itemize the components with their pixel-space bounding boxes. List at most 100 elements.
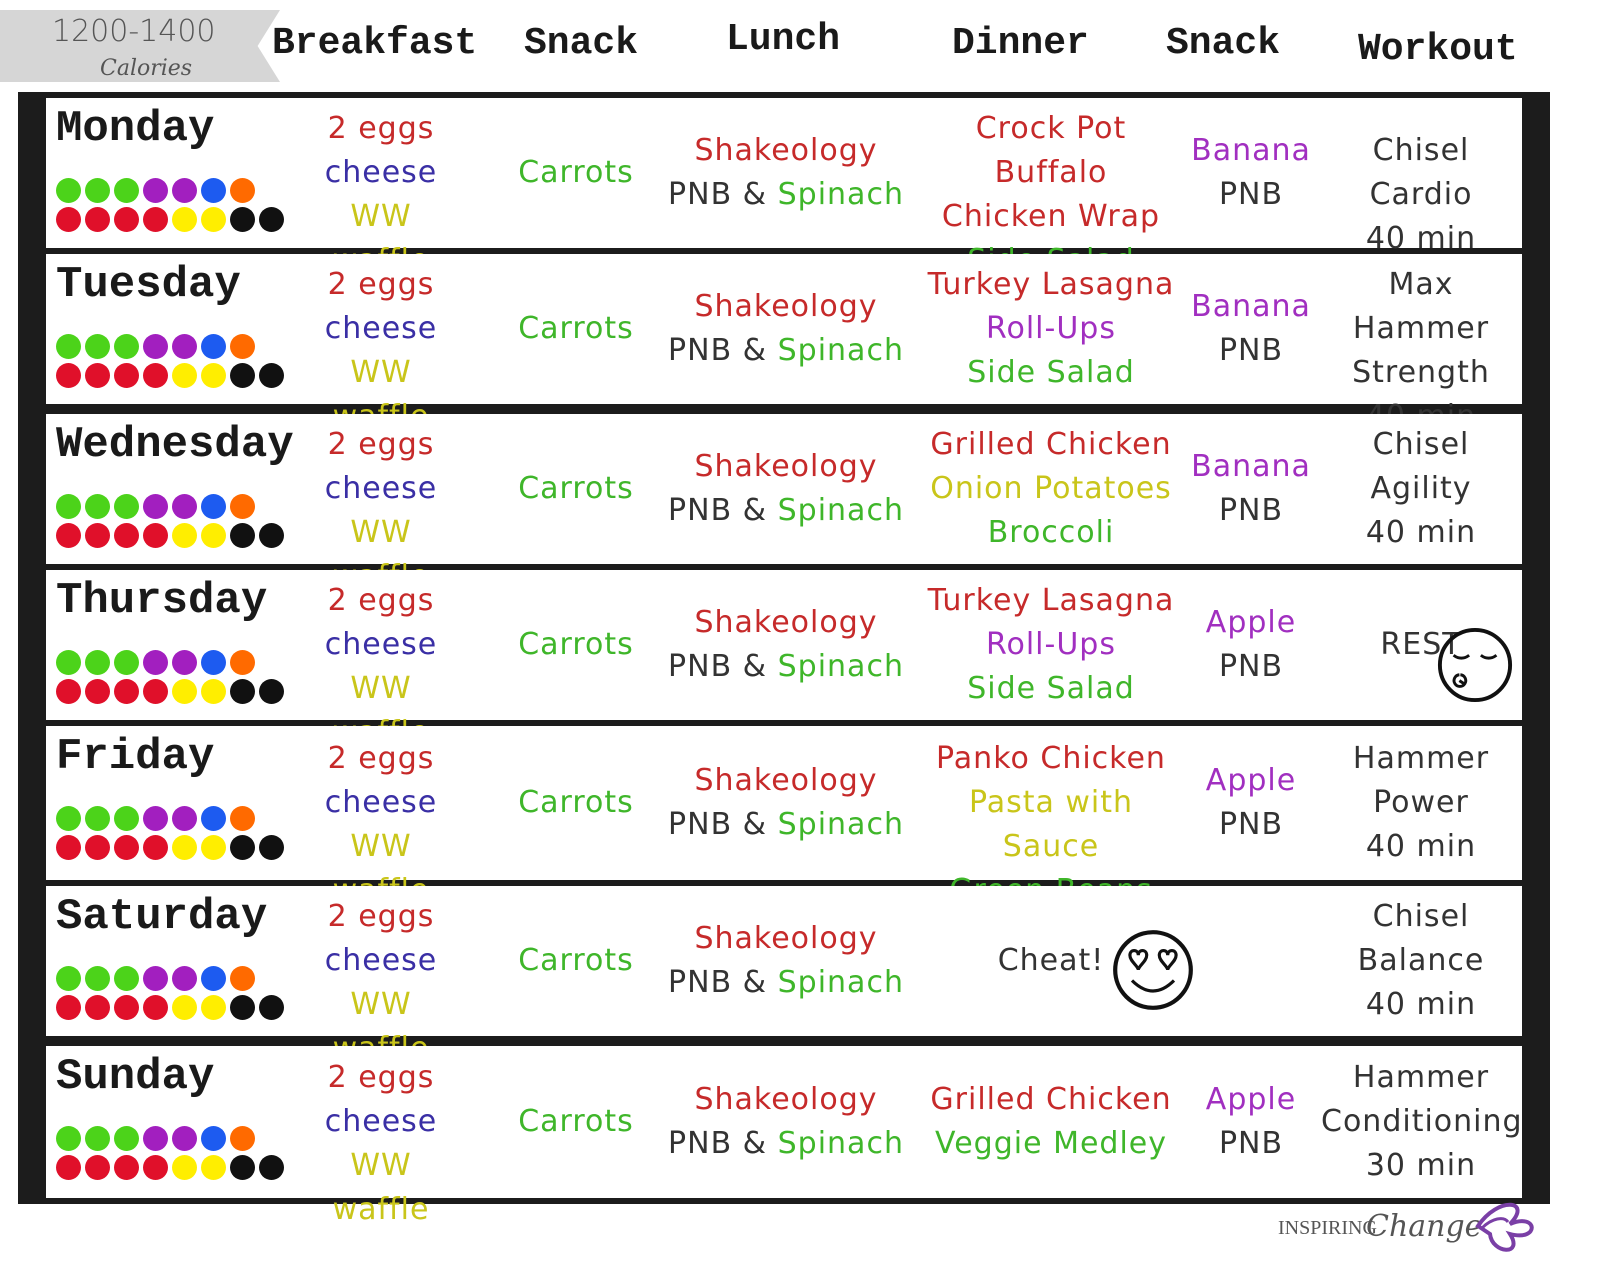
container-dot-yellow bbox=[172, 523, 197, 548]
dot-row bbox=[56, 494, 296, 519]
breakfast-cell-line: cheese bbox=[324, 1104, 438, 1139]
container-dot-black bbox=[259, 207, 284, 232]
dinner-cell-line: Broccoli bbox=[987, 515, 1115, 550]
container-dot-yellow bbox=[172, 995, 197, 1020]
container-dot-black bbox=[230, 995, 255, 1020]
snack2-cell-line: PNB bbox=[1218, 1126, 1284, 1161]
header-snack-2: Snack bbox=[1166, 22, 1281, 65]
lunch-text-green: Spinach bbox=[777, 1126, 904, 1161]
workout-cell: Max HammerStrength40 min bbox=[1321, 263, 1521, 439]
container-dot-blue bbox=[201, 334, 226, 359]
container-dot-green bbox=[114, 806, 139, 831]
lunch-cell-line: Shakeology bbox=[694, 763, 878, 798]
container-dot-purple bbox=[172, 178, 197, 203]
snack2-cell-line: Apple bbox=[1205, 763, 1297, 798]
dinner-cell-line: Pasta with Sauce bbox=[968, 785, 1134, 864]
snack1-cell: Carrots bbox=[501, 939, 651, 983]
snack2-cell-line: Banana bbox=[1191, 289, 1311, 324]
container-dot-green bbox=[85, 334, 110, 359]
breakfast-cell-line: cheese bbox=[324, 943, 438, 978]
container-dot-red bbox=[85, 207, 110, 232]
lunch-cell-line: PNB & Spinach bbox=[666, 961, 906, 1005]
container-dot-black bbox=[259, 363, 284, 388]
breakfast-cell-line: cheese bbox=[324, 471, 438, 506]
container-dots bbox=[56, 806, 296, 864]
container-dot-orange bbox=[230, 494, 255, 519]
snack2-cell-line: PNB bbox=[1218, 649, 1284, 684]
container-dot-purple bbox=[143, 494, 168, 519]
container-dot-orange bbox=[230, 178, 255, 203]
container-dot-red bbox=[143, 523, 168, 548]
dot-row bbox=[56, 523, 296, 548]
container-dot-green bbox=[56, 966, 81, 991]
container-dot-purple bbox=[172, 650, 197, 675]
container-dot-red bbox=[114, 679, 139, 704]
container-dot-green bbox=[56, 334, 81, 359]
workout-cell-line: 40 min bbox=[1365, 829, 1477, 864]
workout-cell-line: Conditioning bbox=[1321, 1104, 1523, 1139]
dinner-cell-line: Crock Pot Buffalo bbox=[975, 111, 1127, 190]
brand-prefix: INSPIRING bbox=[1278, 1217, 1377, 1239]
breakfast-cell-line: 2 eggs bbox=[327, 111, 435, 146]
snack1-cell: Carrots bbox=[501, 467, 651, 511]
container-dot-black bbox=[230, 523, 255, 548]
container-dots bbox=[56, 178, 296, 236]
container-dot-green bbox=[85, 494, 110, 519]
snack2-cell-line: Banana bbox=[1191, 449, 1311, 484]
snack2-cell-line: PNB bbox=[1218, 807, 1284, 842]
snack1-cell-line: Carrots bbox=[518, 471, 634, 506]
snack1-cell: Carrots bbox=[501, 1100, 651, 1144]
container-dot-red bbox=[85, 363, 110, 388]
container-dot-purple bbox=[143, 334, 168, 359]
container-dot-black bbox=[259, 835, 284, 860]
lunch-cell-line: PNB & Spinach bbox=[666, 329, 906, 373]
container-dot-purple bbox=[143, 966, 168, 991]
snack2-cell: Apple PNB bbox=[1181, 1078, 1321, 1166]
container-dot-orange bbox=[230, 650, 255, 675]
container-dot-black bbox=[259, 1155, 284, 1180]
container-dots bbox=[56, 334, 296, 392]
container-dot-green bbox=[85, 650, 110, 675]
container-dot-blue bbox=[201, 1126, 226, 1151]
lunch-cell-line: PNB & Spinach bbox=[666, 645, 906, 689]
brand-word: Change bbox=[1366, 1209, 1482, 1244]
container-dot-red bbox=[143, 1155, 168, 1180]
dinner-cell-line: Grilled Chicken bbox=[930, 427, 1172, 462]
container-dot-purple bbox=[172, 334, 197, 359]
workout-cell: Hammer Power 40 min bbox=[1321, 737, 1521, 869]
container-dot-green bbox=[85, 806, 110, 831]
workout-cell-line: Chisel bbox=[1372, 427, 1470, 462]
breakfast-cell-line: 2 eggs bbox=[327, 267, 435, 302]
container-dot-red bbox=[85, 1155, 110, 1180]
lunch-text-black: PNB & bbox=[668, 177, 778, 212]
dot-row bbox=[56, 806, 296, 831]
container-dot-blue bbox=[201, 966, 226, 991]
dot-row bbox=[56, 650, 296, 675]
snack2-cell: Banana PNB bbox=[1181, 129, 1321, 217]
workout-cell-line: Strength bbox=[1352, 355, 1490, 390]
lunch-cell-line: PNB & Spinach bbox=[666, 173, 906, 217]
container-dot-purple bbox=[172, 806, 197, 831]
heart-eyes-face-icon bbox=[1113, 930, 1193, 1010]
workout-cell-line: Balance bbox=[1357, 943, 1485, 978]
lunch-text-green: Spinach bbox=[777, 493, 904, 528]
dinner-cell: Cheat! bbox=[916, 939, 1186, 983]
container-dot-yellow bbox=[201, 835, 226, 860]
container-dot-black bbox=[230, 679, 255, 704]
container-dot-yellow bbox=[172, 363, 197, 388]
container-dot-red bbox=[56, 679, 81, 704]
container-dot-blue bbox=[201, 494, 226, 519]
container-dot-orange bbox=[230, 966, 255, 991]
container-dot-green bbox=[114, 650, 139, 675]
container-dot-purple bbox=[172, 494, 197, 519]
dinner-cell-line: Turkey Lasagna bbox=[927, 267, 1175, 302]
workout-cell-line: Max Hammer bbox=[1352, 267, 1490, 346]
day-name: Wednesday bbox=[56, 420, 294, 470]
workout-cell-line: Hammer bbox=[1352, 1060, 1490, 1095]
workout-cell-line: Agility bbox=[1370, 471, 1472, 506]
workout-cell-line: 40 min bbox=[1365, 515, 1477, 550]
container-dot-red bbox=[114, 995, 139, 1020]
snack2-cell: Apple PNB bbox=[1181, 601, 1321, 689]
